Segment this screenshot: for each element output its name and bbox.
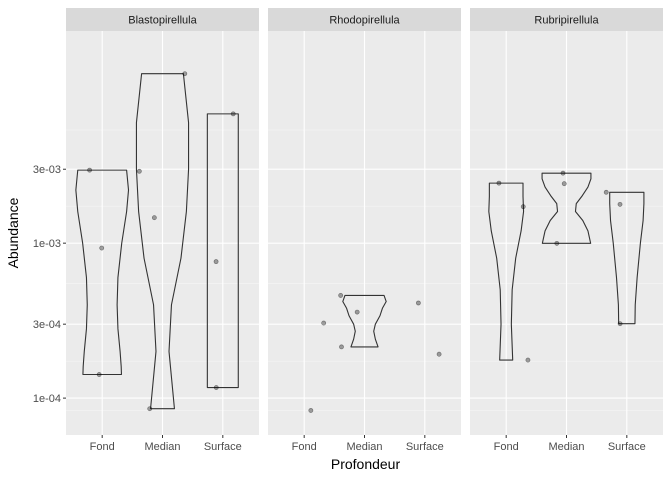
y-tick-label: 1e-04 xyxy=(33,393,61,405)
y-tick-label: 3e-04 xyxy=(33,319,61,331)
data-point xyxy=(87,167,92,173)
facet-panel-rubripirellula: Rubripirellula Fond Median Surface xyxy=(470,8,663,453)
x-tick-label: Fond xyxy=(90,441,115,453)
violin-surface xyxy=(206,113,239,389)
data-point xyxy=(603,189,609,195)
facet-panel-blastopirellula: Blastopirellula Fond Median Surface xyxy=(66,8,259,453)
facet-strip xyxy=(268,8,461,31)
data-point xyxy=(525,357,531,363)
data-point xyxy=(136,168,142,174)
violin-fond xyxy=(488,182,525,361)
data-point xyxy=(321,320,327,326)
data-point xyxy=(354,309,360,315)
violin-fond xyxy=(75,169,130,376)
x-tick-label: Surface xyxy=(608,441,646,453)
facet-strip-label: Blastopirellula xyxy=(128,15,197,27)
y-axis-title: Abundance xyxy=(5,197,21,268)
data-point xyxy=(617,201,623,207)
violin-median xyxy=(541,172,592,244)
data-point xyxy=(230,111,236,117)
data-point xyxy=(99,245,105,251)
violin-median xyxy=(342,294,387,348)
y-axis: 1e-04 3e-04 1e-03 3e-03 xyxy=(33,164,66,405)
x-axis-title: Profondeur xyxy=(331,456,401,472)
x-tick-label: Fond xyxy=(292,441,317,453)
violin-median xyxy=(135,73,190,410)
x-tick-label: Surface xyxy=(204,441,242,453)
data-point xyxy=(213,385,219,390)
data-point xyxy=(151,215,157,221)
data-point xyxy=(561,181,567,187)
data-point xyxy=(554,240,560,246)
x-tick-label: Surface xyxy=(406,441,444,453)
x-tick-label: Median xyxy=(144,441,180,453)
data-point xyxy=(560,170,566,176)
data-point xyxy=(339,344,344,350)
data-point xyxy=(308,408,314,413)
data-point xyxy=(520,204,526,210)
x-tick-label: Fond xyxy=(494,441,519,453)
data-point xyxy=(436,351,442,357)
data-point xyxy=(617,321,623,327)
data-point xyxy=(496,180,502,186)
data-point xyxy=(96,372,102,377)
data-point xyxy=(182,71,188,77)
facet-strip-label: Rhodopirellula xyxy=(329,15,400,27)
x-tick-label: Median xyxy=(346,441,382,453)
x-tick-label: Median xyxy=(548,441,584,453)
data-point xyxy=(415,300,421,306)
facet-strip-label: Rubripirellula xyxy=(534,15,599,27)
facet-panel-rhodopirellula: Rhodopirellula Fond Median Surface xyxy=(268,8,461,453)
data-point xyxy=(338,293,344,298)
y-tick-label: 3e-03 xyxy=(33,164,61,176)
data-point xyxy=(213,259,219,265)
violin-surface xyxy=(609,191,645,325)
facet-strip xyxy=(470,8,663,31)
facet-strip xyxy=(66,8,259,31)
y-tick-label: 1e-03 xyxy=(33,238,61,250)
data-point xyxy=(147,406,153,412)
